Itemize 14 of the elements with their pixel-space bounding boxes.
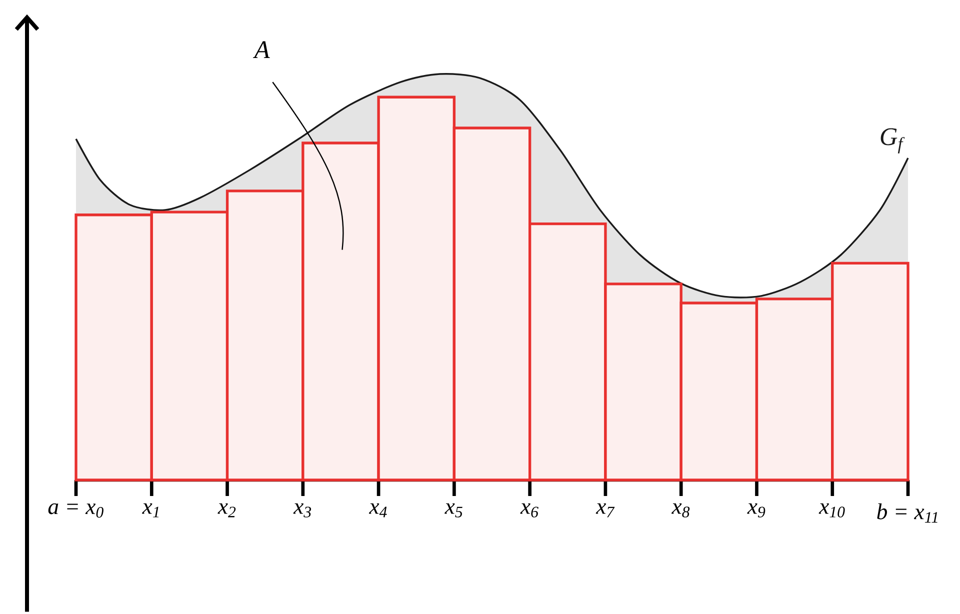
x-tick-label: b = x$_{11}$ [877, 503, 938, 523]
x-tick-label: x$_{1}$ [142, 503, 159, 518]
x-tick-label: x$_{2}$ [218, 503, 236, 518]
text: A [252, 41, 270, 58]
x-tick-label: x$_{4}$ [368, 503, 387, 518]
x-tick-label: x$_{5}$ [444, 503, 462, 518]
x-tick-label: x$_{10}$ [818, 503, 845, 518]
x-tick-label: x$_{9}$ [747, 503, 766, 518]
x-tick-label: x$_{6}$ [520, 503, 538, 518]
x-tick-label: x$_{3}$ [293, 503, 312, 518]
x-tick-label: a = x$_{0}$ [48, 503, 104, 518]
x-tick-label: x$_{8}$ [671, 503, 690, 518]
series-label: G$_{f}$ [880, 128, 905, 154]
x-tick-label: x$_{7}$ [596, 503, 615, 518]
